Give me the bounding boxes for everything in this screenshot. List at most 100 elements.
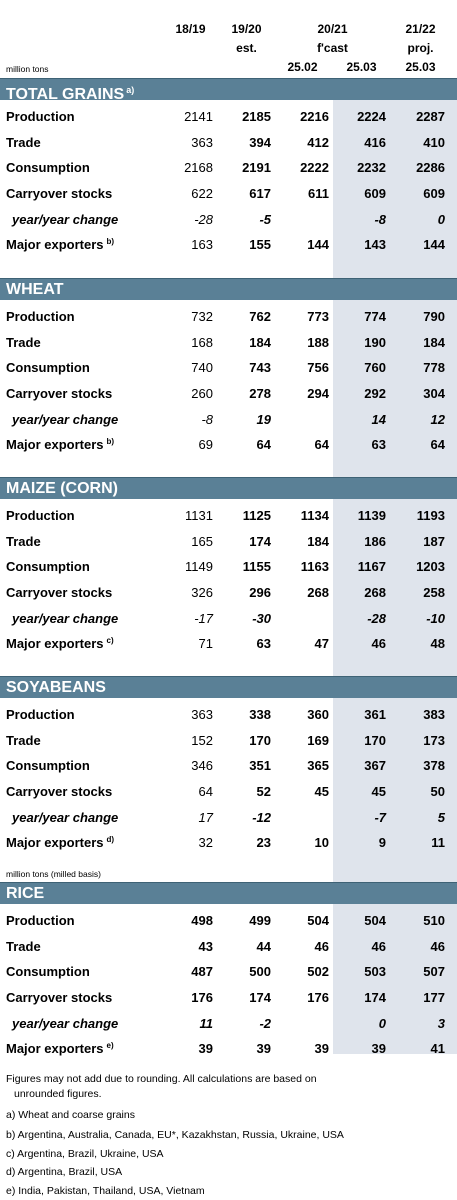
row-label: Major exporters d) [6,835,114,850]
cell-value: 1131 [185,508,213,523]
table-row: Production 732 762 773 774 790 [0,304,457,330]
cell-value: 617 [249,186,271,202]
table-row: year/year change -17 -30 -28 -10 [0,606,457,632]
row-label-text: Major exporters [6,437,104,453]
cell-value: 44 [256,938,271,954]
cell-value: 41 [430,1041,445,1057]
row-label: Major exporters b) [6,237,114,252]
table-row: Major exporters e) 39 39 39 39 41 [0,1036,457,1062]
row-label: Consumption [6,559,90,574]
footnote-d: d) Argentina, Brazil, USA [6,1166,123,1178]
cell-value: 774 [364,309,386,324]
cell-value: 184 [249,334,271,350]
section-wheat: WHEAT Production 732 762 773 774 790 Trade 168 18… [0,278,457,458]
section-title: WHEAT [0,278,457,300]
cell-value: 177 [423,990,445,1006]
cell-value: 152 [191,732,213,748]
row-label-text: Carryover stocks [6,990,113,1006]
row-label: Major exporters e) [6,1041,114,1056]
cell-value: 45 [314,784,329,800]
cell-value: 46 [430,938,445,954]
cell-value: 268 [307,585,329,601]
row-label-text: Major exporters [6,1041,104,1057]
cell-value: 43 [198,938,213,954]
cell-value: 296 [249,585,271,601]
cell-value: 756 [307,360,329,376]
row-label: Consumption [6,964,90,979]
table-row: year/year change -28 -5 -8 0 [0,207,457,233]
cell-value: 46 [314,938,329,954]
cell-value: 2141 [184,109,213,124]
cell-value: 258 [423,585,445,601]
cell-value: 144 [307,237,329,253]
table-row: Trade 168 184 188 190 184 [0,330,457,356]
cell-value: 187 [423,533,445,549]
cell-value: 378 [423,758,445,774]
cell-value: 346 [191,758,213,774]
table-row: Consumption 346 351 365 367 378 [0,753,457,779]
cell-value: 19 [256,411,271,427]
row-label-text: year/year change [12,809,119,825]
row-label: Trade [6,733,41,748]
table-row: Major exporters c) 71 63 47 46 48 [0,631,457,657]
table-row: Trade 363 394 412 416 410 [0,130,457,156]
cell-value: 622 [191,186,213,202]
cell-value: 169 [307,732,329,748]
row-label: year/year change [12,1016,118,1031]
cell-value: 268 [364,585,386,601]
section-title: TOTAL GRAINS a) [0,78,457,103]
cell-value: 23 [256,835,271,851]
cell-value: 184 [307,533,329,549]
cell-value: 48 [430,636,445,652]
cell-value: 2232 [357,160,386,176]
row-label-text: year/year change [12,1015,119,1031]
cell-value: 394 [249,134,271,150]
table-row: Consumption 487 500 502 503 507 [0,959,457,985]
cell-value: 1134 [300,508,329,523]
row-label-text: year/year change [12,610,119,626]
row-label: Trade [6,534,41,549]
table-row: Production 1131 1125 1134 1139 1193 [0,503,457,529]
cell-value: 69 [198,437,213,453]
row-label: Consumption [6,160,90,175]
cell-value: 11 [199,1015,214,1031]
cell-value: 174 [364,990,386,1006]
cell-value: 12 [430,411,445,427]
header-19-20: 19/20 [231,22,262,36]
row-label-text: Carryover stocks [6,186,113,202]
row-label: Consumption [6,360,90,375]
row-label: Carryover stocks [6,585,112,600]
cell-value: 1193 [416,508,445,523]
cell-value: -10 [426,610,445,626]
cell-value: 416 [364,134,386,150]
cell-value: 170 [364,732,386,748]
rice-unit-label: million tons (milled basis) [6,869,101,879]
section-maize-corn: MAIZE (CORN) Production 1131 1125 1134 1139 11… [0,477,457,657]
row-label-text: year/year change [12,411,119,427]
cell-value: 773 [307,309,329,324]
cell-value: 64 [256,437,271,453]
cell-value: 0 [378,1015,386,1031]
row-label: year/year change [12,412,118,427]
row-label-text: Consumption [6,758,90,774]
cell-value: 2222 [300,160,329,176]
cell-value: 155 [249,237,271,253]
cell-value: 176 [307,990,329,1006]
row-label: Trade [6,135,41,150]
row-label-text: Carryover stocks [6,585,113,601]
table-header: 18/19 19/20 est. 20/21 f'cast 25.02 25.0… [0,0,457,78]
row-label-text: Production [6,508,75,523]
row-label-text: Trade [6,134,41,150]
row-label: Carryover stocks [6,186,112,201]
cell-value: 743 [249,360,271,376]
cell-value: 46 [371,938,386,954]
cell-value: 2191 [242,160,271,176]
cell-value: 14 [371,411,386,427]
footnote-ref: b) [106,437,115,447]
header-20-21: 20/21 [317,22,348,36]
cell-value: 351 [249,758,271,774]
cell-value: 47 [314,636,329,652]
row-label-text: Trade [6,938,41,954]
row-label: year/year change [12,611,118,626]
cell-value: 326 [191,585,213,601]
